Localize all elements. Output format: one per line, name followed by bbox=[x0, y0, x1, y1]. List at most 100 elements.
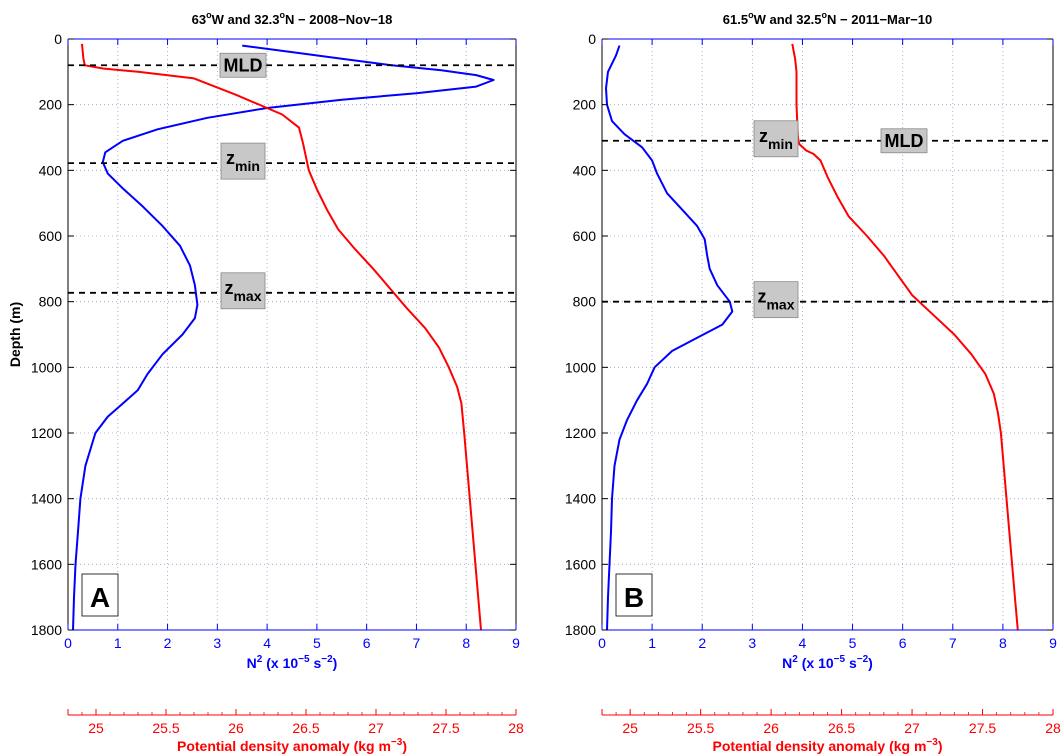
x2-axis-label: Potential density anomaly (kg m−3) bbox=[177, 737, 407, 754]
x2-tick-label: 25 bbox=[622, 720, 638, 736]
x-axis-label-sup: −2 bbox=[321, 654, 333, 665]
x-axis-label-sup: 2 bbox=[257, 654, 263, 665]
x-tick-label: 2 bbox=[698, 635, 706, 651]
panel-letter-box bbox=[81, 573, 119, 617]
n2-profile-line bbox=[72, 44, 495, 631]
panel-letter: A bbox=[90, 582, 110, 613]
marker-label-box bbox=[220, 272, 266, 310]
y-tick-label: 1400 bbox=[31, 491, 62, 507]
chart-title: 63oW and 32.3oN − 2008−Nov−18 bbox=[192, 10, 393, 27]
x2-axis-label-part: Potential density anomaly (kg m bbox=[712, 738, 926, 754]
x-axis-label-part: (x 10 bbox=[262, 655, 298, 671]
y-tick-label: 1800 bbox=[565, 622, 596, 638]
x-tick-label: 8 bbox=[462, 635, 470, 651]
y-tick-label: 200 bbox=[39, 97, 63, 113]
x-axis-label-part: ) bbox=[868, 655, 873, 671]
x-tick-label: 4 bbox=[799, 635, 807, 651]
title-part: 63 bbox=[192, 12, 206, 27]
x2-tick-label: 25.5 bbox=[152, 720, 179, 736]
x2-axis-label: Potential density anomaly (kg m−3) bbox=[712, 737, 942, 754]
x-tick-label: 1 bbox=[648, 635, 656, 651]
title-part: N − 2011−Mar−10 bbox=[827, 12, 932, 27]
density-profile-line bbox=[81, 43, 482, 631]
x-axis-label: N2 (x 10−5 s−2) bbox=[782, 654, 873, 671]
marker-label-z-min: zmin bbox=[226, 148, 260, 174]
title-sup: o bbox=[748, 10, 754, 20]
marker-label-box bbox=[880, 128, 928, 154]
y-tick-label: 1000 bbox=[565, 359, 596, 375]
x-tick-label: 6 bbox=[899, 635, 907, 651]
panel-letter-box bbox=[615, 573, 653, 617]
marker-label-main: z bbox=[757, 287, 766, 307]
y-tick-label: 1200 bbox=[31, 425, 62, 441]
y-tick-label: 400 bbox=[573, 162, 597, 178]
x-axis-label-part: s bbox=[310, 655, 322, 671]
x-tick-label: 7 bbox=[949, 635, 957, 651]
x-axis-label-sup: −2 bbox=[857, 654, 869, 665]
y-tick-label: 1000 bbox=[31, 359, 62, 375]
x-tick-label: 6 bbox=[363, 635, 371, 651]
n2-profile-line bbox=[605, 45, 734, 631]
x2-axis-label-sup: −3 bbox=[391, 737, 403, 748]
x2-tick-label: 25 bbox=[88, 720, 104, 736]
x-axis-label-part: ) bbox=[333, 655, 338, 671]
y-tick-label: 200 bbox=[573, 97, 597, 113]
y-tick-label: 1800 bbox=[31, 622, 62, 638]
panel-letter: B bbox=[624, 582, 644, 613]
marker-label-subscript: min bbox=[235, 158, 260, 174]
x2-tick-label: 27.5 bbox=[432, 720, 459, 736]
panel-a: MLDzminzmaxA0200400600800100012001400160… bbox=[7, 10, 524, 754]
density-profile-line bbox=[791, 43, 1019, 631]
panel-b: MLDzminzmaxB0200400600800100012001400160… bbox=[565, 10, 1061, 754]
marker-label-main: z bbox=[224, 278, 233, 298]
marker-label-subscript: min bbox=[768, 136, 793, 152]
marker-label-main: MLD bbox=[885, 131, 924, 151]
y-tick-label: 400 bbox=[39, 162, 63, 178]
chart-title: 61.5oW and 32.5oN − 2011−Mar−10 bbox=[723, 10, 932, 27]
x2-tick-label: 26.5 bbox=[828, 720, 855, 736]
title-part: W and 32.5 bbox=[754, 12, 822, 27]
title-part: N − 2008−Nov−18 bbox=[285, 12, 392, 27]
y-tick-label: 1400 bbox=[565, 491, 596, 507]
title-part: W and 32.3 bbox=[212, 12, 280, 27]
x-tick-label: 0 bbox=[598, 635, 606, 651]
x2-tick-label: 26.5 bbox=[292, 720, 319, 736]
x2-tick-label: 28 bbox=[508, 720, 524, 736]
y-tick-label: 0 bbox=[54, 31, 62, 47]
x2-axis-label-part: ) bbox=[938, 738, 943, 754]
x-axis-label-part: N bbox=[782, 655, 792, 671]
x-tick-label: 3 bbox=[213, 635, 221, 651]
x2-tick-label: 26 bbox=[228, 720, 244, 736]
x2-axis-label-sup: −3 bbox=[926, 737, 938, 748]
marker-label-z-max: zmax bbox=[224, 278, 261, 304]
x-tick-label: 1 bbox=[114, 635, 122, 651]
x2-tick-label: 27 bbox=[904, 720, 920, 736]
x2-tick-label: 25.5 bbox=[687, 720, 714, 736]
x-tick-label: 7 bbox=[413, 635, 421, 651]
x-axis-label-part: N bbox=[247, 655, 257, 671]
x2-tick-label: 26 bbox=[763, 720, 779, 736]
marker-label-box bbox=[219, 52, 267, 78]
x2-tick-label: 27 bbox=[368, 720, 384, 736]
marker-label-subscript: max bbox=[766, 297, 794, 313]
marker-label-mld: MLD bbox=[224, 55, 263, 75]
x2-tick-label: 28 bbox=[1045, 720, 1061, 736]
marker-label-z-max: zmax bbox=[757, 287, 794, 313]
marker-label-main: MLD bbox=[224, 55, 263, 75]
title-sup: o bbox=[206, 10, 212, 20]
y-tick-label: 800 bbox=[573, 294, 597, 310]
x-tick-label: 2 bbox=[164, 635, 172, 651]
title-sup: o bbox=[280, 10, 286, 20]
y-tick-label: 1600 bbox=[31, 556, 62, 572]
marker-label-box bbox=[753, 120, 799, 158]
marker-label-box bbox=[220, 142, 266, 180]
x2-tick-label: 27.5 bbox=[969, 720, 996, 736]
x-tick-label: 5 bbox=[849, 635, 857, 651]
x-axis-label: N2 (x 10−5 s−2) bbox=[247, 654, 338, 671]
x-axis-label-sup: 2 bbox=[792, 654, 798, 665]
marker-label-mld: MLD bbox=[885, 131, 924, 151]
x-tick-label: 0 bbox=[64, 635, 72, 651]
y-axis-label: Depth (m) bbox=[7, 302, 23, 367]
y-tick-label: 1600 bbox=[565, 556, 596, 572]
